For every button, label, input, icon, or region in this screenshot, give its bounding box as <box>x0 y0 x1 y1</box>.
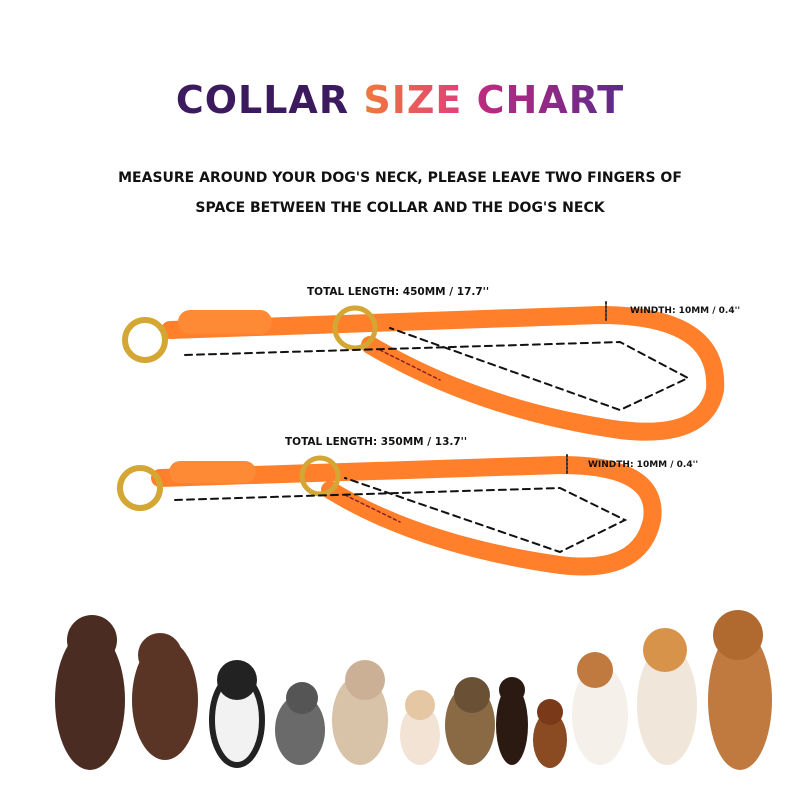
large-collar <box>122 301 725 441</box>
large-collar-length-label: TOTAL LENGTH: 450MM / 17.7'' <box>307 286 490 298</box>
instruction-line-1: MEASURE AROUND YOUR DOG'S NECK, PLEASE L… <box>118 170 682 186</box>
large-collar-width-label: WINDTH: 10MM / 0.4'' <box>630 306 741 316</box>
dogs-row <box>55 610 772 770</box>
small-collar-length-label: TOTAL LENGTH: 350MM / 13.7'' <box>285 436 468 448</box>
instruction-line-2: SPACE BETWEEN THE COLLAR AND THE DOG'S N… <box>195 200 605 216</box>
small-collar-width-label: WINDTH: 10MM / 0.4'' <box>588 460 699 470</box>
page-title: COLLAR SIZE CHART <box>175 78 625 122</box>
small-collar <box>117 454 662 576</box>
